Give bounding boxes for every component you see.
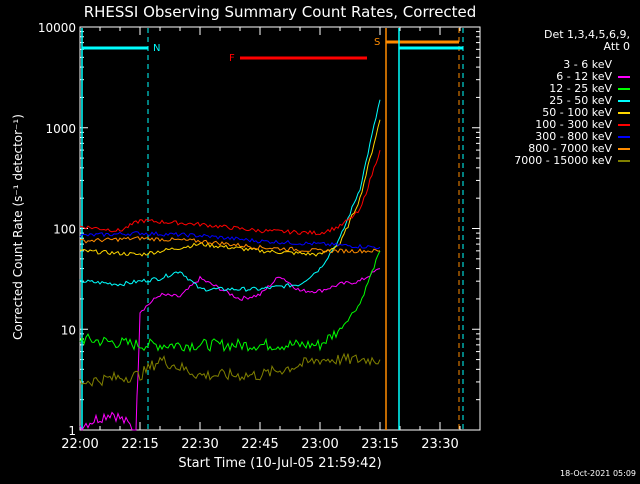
- series-line-6: [79, 231, 381, 250]
- legend-label: 12 - 25 keV: [549, 82, 612, 95]
- legend-entry: 300 - 800 keV: [535, 130, 630, 143]
- legend-label: 7000 - 15000 keV: [514, 154, 612, 167]
- legend-label: 50 - 100 keV: [542, 106, 612, 119]
- legend-label: 25 - 50 keV: [549, 94, 612, 107]
- series-line-5: [79, 149, 381, 236]
- x-tick-label: 22:30: [181, 437, 218, 452]
- y-tick-label: 100: [53, 223, 76, 237]
- series-line-2: [79, 250, 381, 353]
- legend-entry: 6 - 12 keV: [556, 70, 630, 83]
- legend-swatch: [618, 148, 630, 150]
- x-axis-label: Start Time (10-Jul-05 21:59:42): [178, 456, 381, 471]
- y-tick-label: 1000: [45, 122, 76, 136]
- saa-flag-label: S: [374, 37, 380, 48]
- series-line-7: [79, 236, 381, 254]
- legend-label: 3 - 6 keV: [563, 58, 612, 71]
- x-tick-label: 22:00: [61, 437, 98, 452]
- x-tick-label: 22:45: [241, 437, 278, 452]
- plot-frame: [79, 26, 481, 431]
- legend-swatch: [618, 124, 630, 126]
- axes: 1 10 100 1000 10000 22:00 22:15 22:30 22:45 23:00…: [38, 21, 481, 452]
- legend-label: 100 - 300 keV: [535, 118, 612, 131]
- legend-swatch: [618, 160, 630, 162]
- legend-swatch: [618, 112, 630, 114]
- legend-entry: 100 - 300 keV: [535, 118, 630, 131]
- y-tick-label: 10: [61, 323, 76, 337]
- series-lines: [79, 99, 381, 432]
- y-axis-label: Corrected Count Rate (s⁻¹ detector⁻¹): [11, 114, 25, 340]
- series-line-3: [79, 99, 381, 292]
- chart-title: RHESSI Observing Summary Count Rates, Co…: [84, 3, 477, 21]
- legend-swatch: [618, 100, 630, 102]
- legend-label: 6 - 12 keV: [556, 70, 612, 83]
- footer-date: 18-Oct-2021 05:09: [560, 469, 636, 478]
- x-tick-label: 22:15: [121, 437, 158, 452]
- legend-entry: 12 - 25 keV: [549, 82, 630, 95]
- series-line-4: [79, 119, 381, 257]
- legend-header-1: Det 1,3,4,5,6,9,: [543, 28, 630, 41]
- legend-entry: 50 - 100 keV: [542, 106, 630, 119]
- flare-flag-label: F: [229, 53, 235, 64]
- x-tick-label: 23:00: [301, 437, 338, 452]
- series-line-8: [79, 352, 381, 387]
- series-line-1: [79, 268, 381, 432]
- night-flag-label: N: [153, 43, 160, 54]
- legend-label: 300 - 800 keV: [535, 130, 612, 143]
- y-tick-label: 1: [68, 424, 76, 438]
- y-tick-label: 10000: [38, 21, 76, 35]
- legend-entry: 7000 - 15000 keV: [514, 154, 630, 167]
- legend-swatch: [618, 136, 630, 138]
- legend-entry: 3 - 6 keV: [563, 58, 630, 71]
- x-tick-label: 23:30: [421, 437, 458, 452]
- series-line-0: [139, 252, 381, 312]
- legend-swatch: [618, 63, 630, 67]
- legend-entry: 25 - 50 keV: [549, 94, 630, 107]
- legend-swatch: [618, 76, 630, 78]
- flag-bars: N F S: [81, 28, 464, 430]
- legend-label: 800 - 7000 keV: [528, 142, 612, 155]
- legend-header-2: Att 0: [603, 40, 630, 53]
- legend-swatch: [618, 88, 630, 90]
- x-tick-label: 23:15: [361, 437, 398, 452]
- legend-entry: 800 - 7000 keV: [528, 142, 630, 155]
